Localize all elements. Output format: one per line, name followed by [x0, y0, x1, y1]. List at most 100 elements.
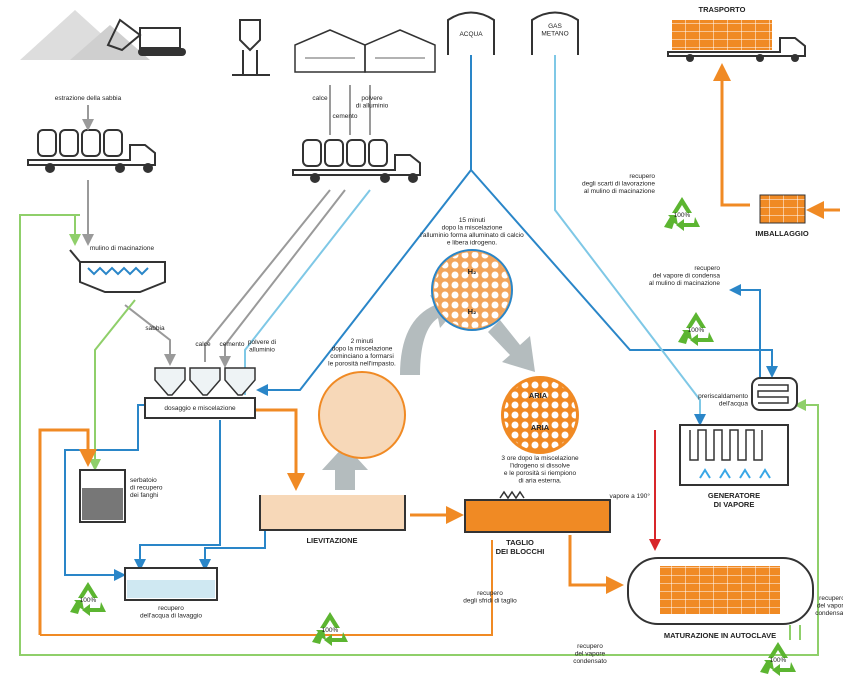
label: al mulino di macinazione	[649, 280, 721, 287]
label: mulino di macinazione	[90, 245, 155, 252]
label: recupero	[694, 265, 720, 272]
recycle-percent: 100%	[688, 327, 705, 334]
truck-sand	[27, 129, 156, 173]
label: recupero	[819, 595, 843, 602]
label: l'idrogeno si dissolve	[510, 463, 570, 470]
label: polvere di	[248, 339, 276, 346]
label: 2 minuti	[351, 338, 374, 345]
sludge	[82, 488, 123, 520]
label: DI VAPORE	[714, 500, 755, 509]
heat-exchanger	[751, 377, 798, 411]
flame	[699, 468, 771, 479]
steam-generator	[679, 424, 789, 486]
product-flow	[255, 408, 305, 491]
labels: estrazione della sabbia calce cemento po…	[55, 5, 843, 665]
label: alluminio	[249, 347, 275, 354]
label: estrazione della sabbia	[55, 95, 122, 102]
label: serbatoio	[130, 477, 157, 484]
label: dell'acqua	[719, 401, 748, 408]
label: 15 minuti	[459, 217, 485, 224]
label: di aria esterna.	[519, 478, 562, 485]
gas-line	[554, 55, 706, 426]
label: di recupero	[130, 485, 163, 492]
flow	[124, 304, 176, 366]
label: METANO	[541, 31, 568, 38]
label: calce	[195, 341, 211, 348]
label: H₂	[468, 307, 477, 316]
water-line	[134, 420, 221, 571]
label: degli scarti di lavorazione	[582, 181, 655, 188]
flow	[204, 189, 346, 362]
label: dell'acqua di lavaggio	[140, 613, 202, 620]
label: ARIA	[531, 423, 550, 432]
mixer	[144, 397, 256, 419]
excavator	[106, 18, 186, 56]
label: recupero	[158, 605, 184, 612]
label: cominciano a formarsi	[330, 353, 394, 360]
label: dopo la miscelazione	[332, 346, 393, 353]
label: del vapore	[817, 603, 843, 610]
label: sabbia	[145, 325, 165, 332]
flow	[329, 85, 371, 135]
label: MATURAZIONE IN AUTOCLAVE	[664, 631, 776, 640]
label: del vapore	[575, 651, 606, 658]
recycle-percent: 100%	[80, 597, 97, 604]
water-line	[256, 55, 472, 396]
recovery-line	[789, 625, 801, 640]
label: le porosità nell'impasto.	[328, 361, 396, 368]
pallet	[759, 194, 806, 224]
label: IMBALLAGGIO	[755, 229, 808, 238]
recovery-line	[19, 214, 819, 656]
silos	[154, 367, 256, 396]
stage-arrow	[488, 320, 535, 372]
label: LIEVITAZIONE	[306, 536, 357, 545]
truck-transport	[667, 20, 806, 62]
label: DEI BLOCCHI	[496, 547, 545, 556]
product-flow	[568, 535, 624, 594]
water-line	[199, 530, 266, 571]
label: e libera idrogeno.	[447, 240, 497, 247]
warehouses	[294, 29, 436, 73]
label: vapore a 190°	[609, 492, 650, 500]
label: del vapore di condensa	[653, 273, 721, 280]
label: condensato	[573, 658, 607, 665]
mould	[259, 495, 406, 531]
label: ACQUA	[459, 31, 483, 38]
label: TAGLIO	[506, 538, 534, 547]
water-line	[470, 169, 778, 378]
water-tank	[447, 11, 495, 55]
saw	[499, 490, 525, 500]
porosity-stage	[318, 371, 406, 459]
label: GAS	[548, 23, 562, 30]
recovery-line	[89, 299, 136, 471]
label: al mulino di macinazione	[584, 188, 656, 195]
porosity-cells	[504, 379, 576, 451]
truck-materials	[292, 139, 421, 183]
label: cemento	[333, 113, 358, 120]
label: e le porosità si riempiono	[504, 470, 577, 477]
label: GENERATORE	[708, 491, 760, 500]
label: dopo la miscelazione	[442, 225, 503, 232]
mill	[69, 249, 166, 293]
gas-tank	[531, 11, 579, 55]
product-flow	[713, 63, 750, 207]
blocks	[660, 566, 780, 614]
label: recupero	[477, 590, 503, 597]
washwater	[127, 580, 215, 598]
label: degli sfridi di taglio	[463, 598, 517, 605]
coil	[757, 384, 789, 404]
label: cemento	[220, 341, 245, 348]
label: 3 ore dopo la miscelazione	[501, 455, 579, 462]
label: l'alluminio forma alluminato di calcio	[420, 232, 524, 239]
stage-arrow	[322, 445, 368, 490]
recovery-line	[38, 428, 97, 635]
water-line	[729, 284, 761, 385]
label: polvere	[361, 95, 383, 102]
recycle-percent: 100%	[770, 657, 787, 664]
label: preriscaldamento	[698, 393, 748, 400]
cut-block	[464, 499, 611, 533]
label: dosaggio e miscelazione	[164, 405, 236, 412]
label: recupero	[629, 173, 655, 180]
silo-tower	[232, 19, 270, 76]
